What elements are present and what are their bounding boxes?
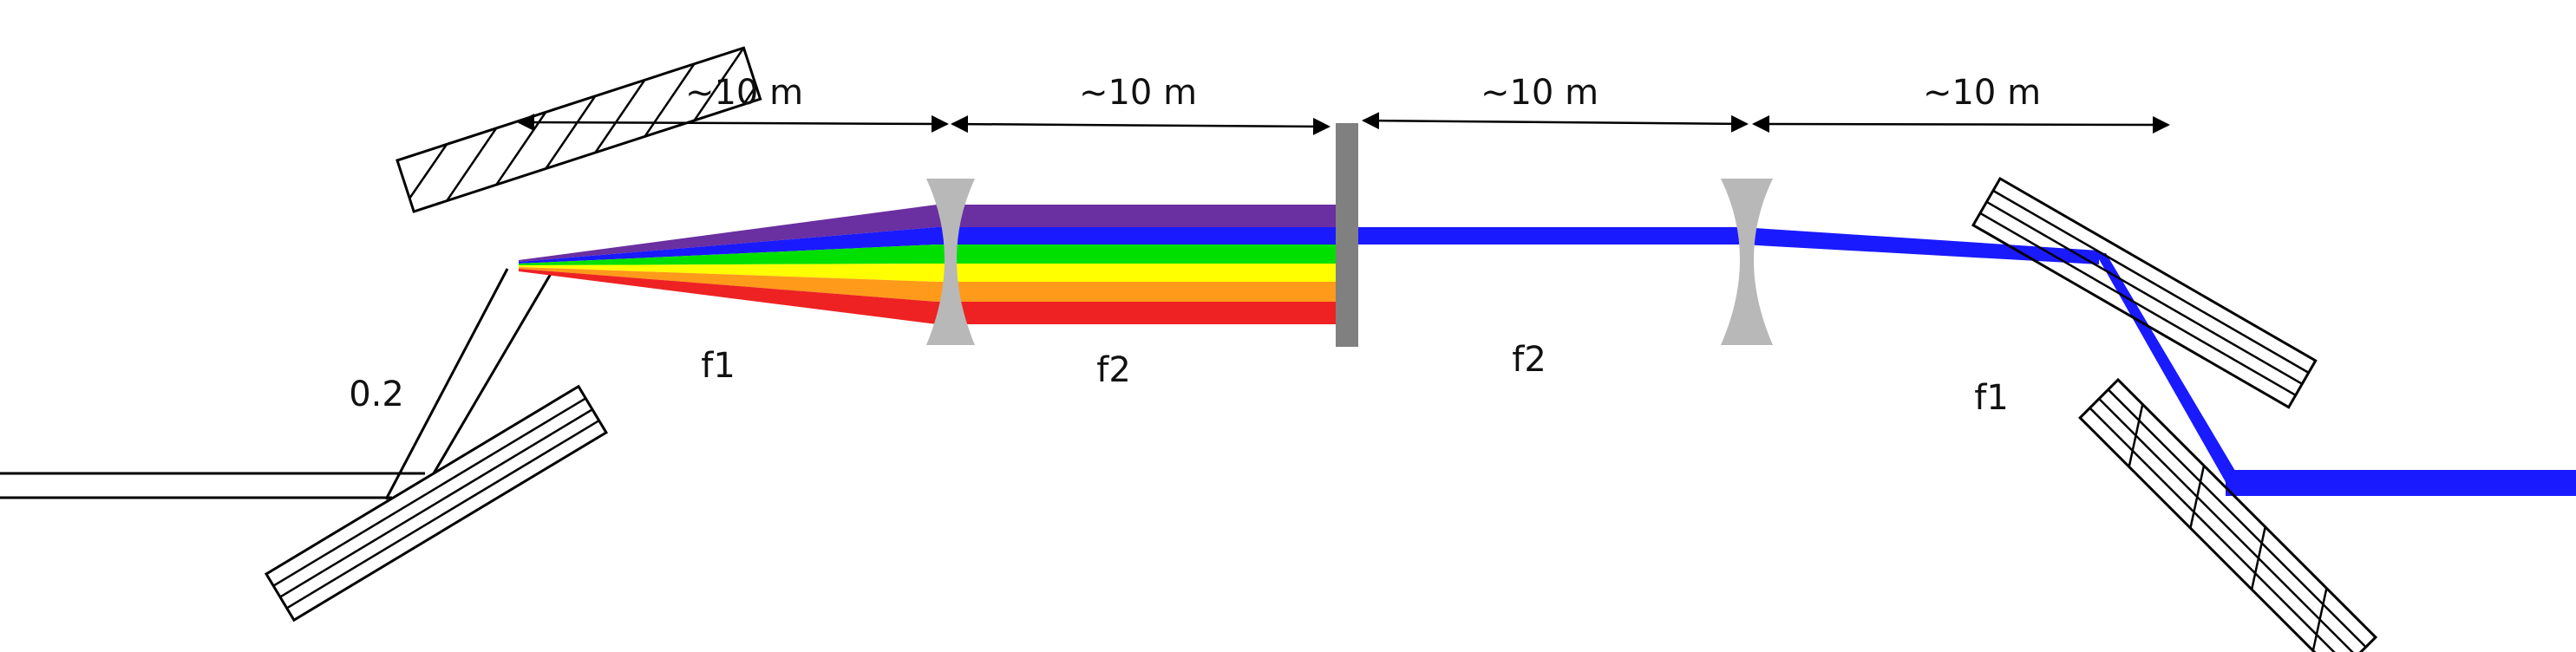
collimated-spectrum: [937, 205, 1336, 324]
fan-orange: [519, 267, 937, 302]
spectral-fan: [519, 205, 937, 324]
mirror: [1336, 123, 1358, 347]
input-beam: [0, 268, 553, 500]
band-orange: [937, 282, 1336, 302]
fan-yellow: [519, 264, 937, 282]
blue-beam-segment-1: [1344, 227, 1742, 244]
dimension-arrow-4: [1752, 115, 2170, 134]
distance-label-1: ~10 m: [685, 73, 803, 113]
distance-label-3: ~10 m: [1481, 73, 1599, 113]
fan-blue: [519, 227, 937, 264]
lens-right: [1721, 179, 1773, 345]
dimension-arrow-1: [517, 114, 949, 133]
angle-label: 0.2: [349, 375, 404, 414]
blue-beam-segment-3: [2095, 253, 2238, 482]
blue-beam-segment-2: [1742, 227, 2099, 264]
blue-beam-path: [1344, 227, 2576, 496]
blue-output-beam: [2226, 470, 2576, 496]
band-red: [937, 302, 1336, 324]
fan-red: [519, 269, 937, 324]
focal-label-f2-right: f2: [1512, 340, 1546, 380]
focal-label-f1-left: f1: [701, 346, 736, 386]
grating-bottom-left: [264, 384, 609, 623]
fan-violet: [519, 205, 937, 262]
grating-bottom-right: [2078, 377, 2378, 652]
focal-label-f1-right: f1: [1974, 378, 2009, 418]
lens-left: [926, 179, 975, 345]
focal-label-f2-left: f2: [1096, 350, 1131, 390]
distance-label-2: ~10 m: [1079, 73, 1197, 113]
fan-green: [519, 244, 937, 265]
distance-label-4: ~10 m: [1923, 73, 2041, 113]
band-violet: [937, 205, 1336, 227]
dimension-arrow-2: [951, 115, 1330, 135]
dimension-arrow-3: [1362, 112, 1749, 133]
band-blue: [937, 227, 1336, 244]
grating-top-right: [1971, 176, 2318, 409]
band-green: [937, 244, 1336, 264]
band-yellow: [937, 264, 1336, 282]
